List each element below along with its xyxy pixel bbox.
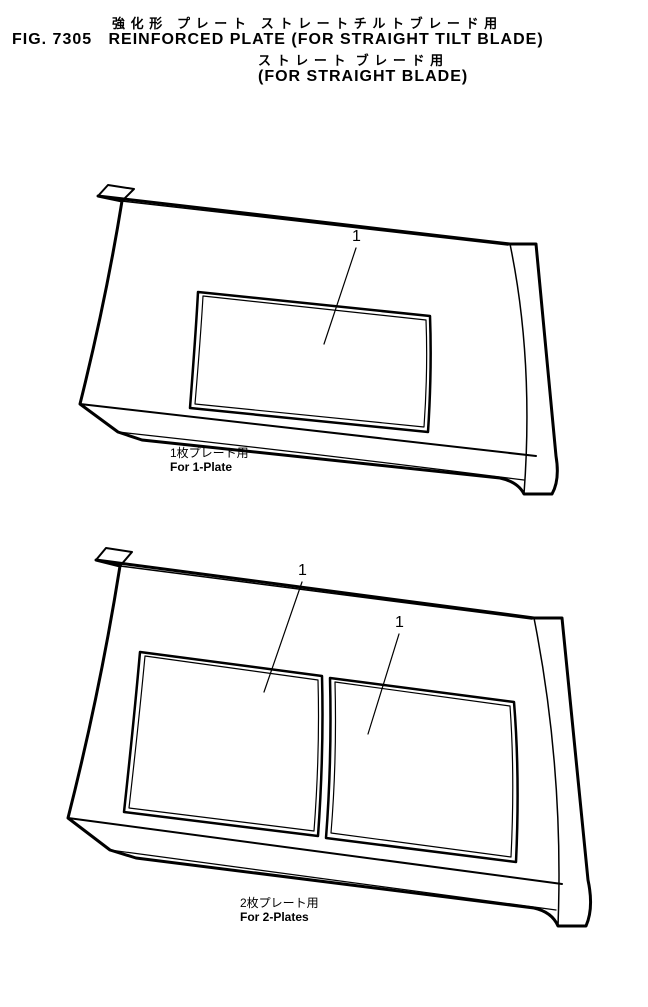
caption-1plate-en: For 1-Plate [170,460,232,474]
leader-b [264,582,302,692]
plate2-left [124,652,323,836]
plate1-inner [195,296,427,427]
leader-lines [264,248,399,734]
diagram-svg [0,0,648,1007]
blade2-top-notch [96,548,132,566]
blade2-top-inner [120,566,532,619]
view-one-plate [80,185,557,494]
plate1 [190,292,431,432]
blade2-outline [68,560,591,926]
blade1-right-fold [510,244,527,494]
callout-1-a: 1 [352,228,361,246]
title-jp-line2: ス ト レ ー ト ブ レ ー ド 用 [258,50,444,69]
view-two-plate [68,548,591,926]
callout-1-c: 1 [395,614,404,632]
caption-1plate-jp: 1枚プレート用 [170,446,249,460]
title-en-line2: (FOR STRAIGHT BLADE) [258,68,468,86]
caption-2plate-jp: 2枚プレート用 [240,896,319,910]
leader-c [368,634,399,734]
plate2-right [326,678,518,862]
blade1-top-inner [122,201,508,245]
leader-a [324,248,356,344]
blade1-bottom-curve [80,404,536,456]
plate2-left-inner [129,656,319,831]
blade2-bottom-curve [68,818,562,884]
title-en-line1: FIG. 7305 REINFORCED PLATE (FOR STRAIGHT… [12,31,544,49]
blade1-top-notch [98,185,134,201]
callout-1-b: 1 [298,562,307,580]
caption-2plate-en: For 2-Plates [240,910,309,924]
page: 強 化 形 プ レ ー ト ス ト レ ー ト チ ル ト ブ レ ー ド 用 … [0,0,648,1007]
blade2-bottom-curve2 [110,850,556,910]
title-jp-line1: 強 化 形 プ レ ー ト ス ト レ ー ト チ ル ト ブ レ ー ド 用 [112,13,498,32]
blade1-outline [80,196,557,494]
plate2-right-inner [331,682,513,857]
blade2-right-fold [534,618,559,926]
